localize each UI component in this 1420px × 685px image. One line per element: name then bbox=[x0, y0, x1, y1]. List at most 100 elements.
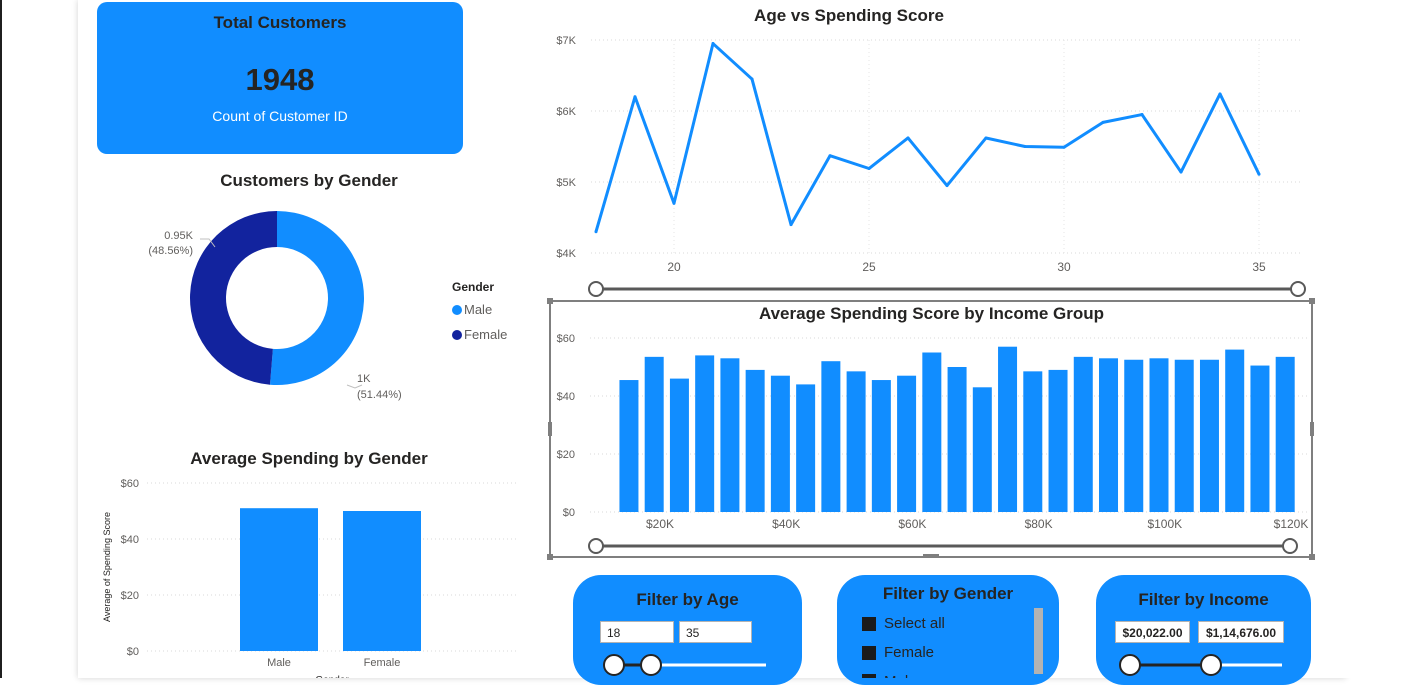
filter-gender-title: Filter by Gender bbox=[882, 584, 1014, 603]
age-min-input[interactable]: 18 bbox=[600, 621, 674, 643]
donut-label-female-percent: (48.56%) bbox=[148, 245, 193, 257]
income-bar bbox=[1174, 359, 1194, 512]
legend-label-female: Female bbox=[464, 327, 507, 342]
option-male-label[interactable]: Male bbox=[884, 673, 917, 678]
option-female-label[interactable]: Female bbox=[884, 644, 935, 661]
resize-handle[interactable] bbox=[1309, 298, 1315, 304]
line-series-spending bbox=[594, 42, 1261, 233]
income-slider-max-handle[interactable] bbox=[1200, 654, 1222, 676]
income-bar-chart[interactable]: $0 $20 $40 $60 $20K $40K $60K $80K $100K $120K bbox=[545, 296, 1320, 566]
resize-handle[interactable] bbox=[547, 554, 553, 560]
income-bar bbox=[619, 380, 639, 512]
age-slider-min-handle[interactable] bbox=[603, 654, 625, 676]
line-point bbox=[984, 136, 988, 140]
canvas-margin bbox=[1346, 0, 1420, 678]
line-point bbox=[1101, 120, 1105, 124]
y-tick-label: $5K bbox=[556, 177, 576, 189]
legend-marker-female bbox=[452, 330, 462, 340]
donut-slice-female bbox=[190, 211, 277, 385]
line-point bbox=[1062, 145, 1066, 149]
donut-leader-line bbox=[346, 384, 363, 389]
x-tick-label: $120K bbox=[1274, 517, 1309, 531]
y-tick-label: $7K bbox=[556, 35, 576, 47]
income-min-input[interactable]: $20,022.00 bbox=[1115, 621, 1190, 643]
line-point bbox=[633, 95, 637, 99]
line-point bbox=[906, 136, 910, 140]
y-axis-label: Average of Spending Score bbox=[102, 512, 112, 622]
total-customers-card[interactable]: Total Customers 1948 Count of Customer I… bbox=[97, 2, 463, 154]
y-tick-label: $40 bbox=[121, 534, 139, 546]
age-range-slider[interactable] bbox=[598, 652, 773, 678]
resize-handle[interactable] bbox=[1309, 554, 1315, 560]
donut-leader-line bbox=[200, 238, 216, 248]
donut-label-female-value: 0.95K bbox=[164, 230, 193, 242]
x-tick-label: $80K bbox=[1025, 517, 1053, 531]
checkbox-female[interactable] bbox=[862, 646, 876, 660]
income-bar bbox=[1275, 356, 1295, 512]
x-tick-label: $40K bbox=[772, 517, 800, 531]
income-bar bbox=[821, 361, 841, 512]
donut-label-male-value: 1K bbox=[357, 373, 371, 385]
line-point bbox=[1140, 113, 1144, 117]
filter-income-title: Filter by Income bbox=[1138, 590, 1269, 609]
option-select-all-label[interactable]: Select all bbox=[884, 615, 945, 632]
income-bar bbox=[1250, 365, 1270, 512]
income-bar bbox=[720, 358, 740, 512]
income-bar bbox=[745, 369, 765, 512]
income-bar bbox=[1023, 371, 1043, 512]
filter-age-title: Filter by Age bbox=[636, 590, 739, 609]
resize-handle[interactable] bbox=[548, 422, 552, 436]
income-bar bbox=[846, 371, 866, 512]
avg-spend-gender-title: Average Spending by Gender bbox=[190, 449, 428, 468]
income-bar bbox=[947, 367, 967, 512]
zoom-slider-start-handle[interactable] bbox=[588, 281, 604, 297]
line-point bbox=[1179, 170, 1183, 174]
kpi-value: 1948 bbox=[245, 62, 315, 97]
y-tick-label: $40 bbox=[557, 391, 575, 403]
income-bar bbox=[796, 384, 816, 512]
line-point bbox=[750, 77, 754, 81]
x-tick-label: 20 bbox=[667, 260, 681, 274]
income-max-input[interactable]: $1,14,676.00 bbox=[1198, 621, 1284, 643]
legend-title: Gender bbox=[452, 280, 494, 294]
income-bar bbox=[695, 355, 715, 512]
bar-female bbox=[343, 511, 421, 651]
line-point bbox=[711, 42, 715, 46]
kpi-subtitle: Count of Customer ID bbox=[212, 108, 348, 124]
y-tick-label: $20 bbox=[557, 449, 575, 461]
window-frame-edge bbox=[0, 0, 2, 678]
checkbox-male[interactable] bbox=[862, 674, 876, 678]
gender-list-scrollbar[interactable] bbox=[1034, 608, 1043, 674]
donut-slice-male bbox=[269, 211, 365, 385]
gender-donut-title: Customers by Gender bbox=[220, 171, 398, 190]
resize-handle[interactable] bbox=[547, 298, 553, 304]
x-tick-label: 35 bbox=[1252, 260, 1266, 274]
y-tick-label: $0 bbox=[563, 507, 575, 519]
zoom-slider-start-handle[interactable] bbox=[588, 538, 604, 554]
kpi-title: Total Customers bbox=[213, 13, 347, 32]
gender-donut-chart[interactable]: 1K (51.44%) 0.95K (48.56%) Gender Male Female bbox=[97, 195, 537, 425]
line-point bbox=[672, 201, 676, 205]
age-slider-max-handle[interactable] bbox=[640, 654, 662, 676]
line-point bbox=[1218, 92, 1222, 96]
age-line-title: Age vs Spending Score bbox=[754, 6, 944, 25]
x-tick-label: 25 bbox=[862, 260, 876, 274]
line-point bbox=[945, 184, 949, 188]
zoom-slider-end-handle[interactable] bbox=[1282, 538, 1298, 554]
income-bar bbox=[871, 380, 891, 512]
income-bar bbox=[1073, 356, 1093, 512]
income-range-slider[interactable] bbox=[1118, 652, 1288, 678]
zoom-slider-end-handle[interactable] bbox=[1290, 281, 1306, 297]
line-point bbox=[1257, 172, 1261, 176]
checkbox-select-all[interactable] bbox=[862, 617, 876, 631]
resize-handle[interactable] bbox=[923, 554, 939, 558]
age-line-chart[interactable]: $4K $5K $6K $7K 20 25 30 35 bbox=[531, 26, 1316, 306]
age-max-input[interactable]: 35 bbox=[679, 621, 752, 643]
income-bar bbox=[644, 356, 664, 512]
income-bar bbox=[998, 346, 1018, 512]
resize-handle[interactable] bbox=[1310, 422, 1314, 436]
x-tick-label: Female bbox=[364, 657, 401, 669]
x-tick-label: $60K bbox=[898, 517, 926, 531]
avg-spend-gender-chart[interactable]: $0 $20 $40 $60 Average of Spending Score Male… bbox=[97, 472, 527, 678]
income-slider-min-handle[interactable] bbox=[1119, 654, 1141, 676]
